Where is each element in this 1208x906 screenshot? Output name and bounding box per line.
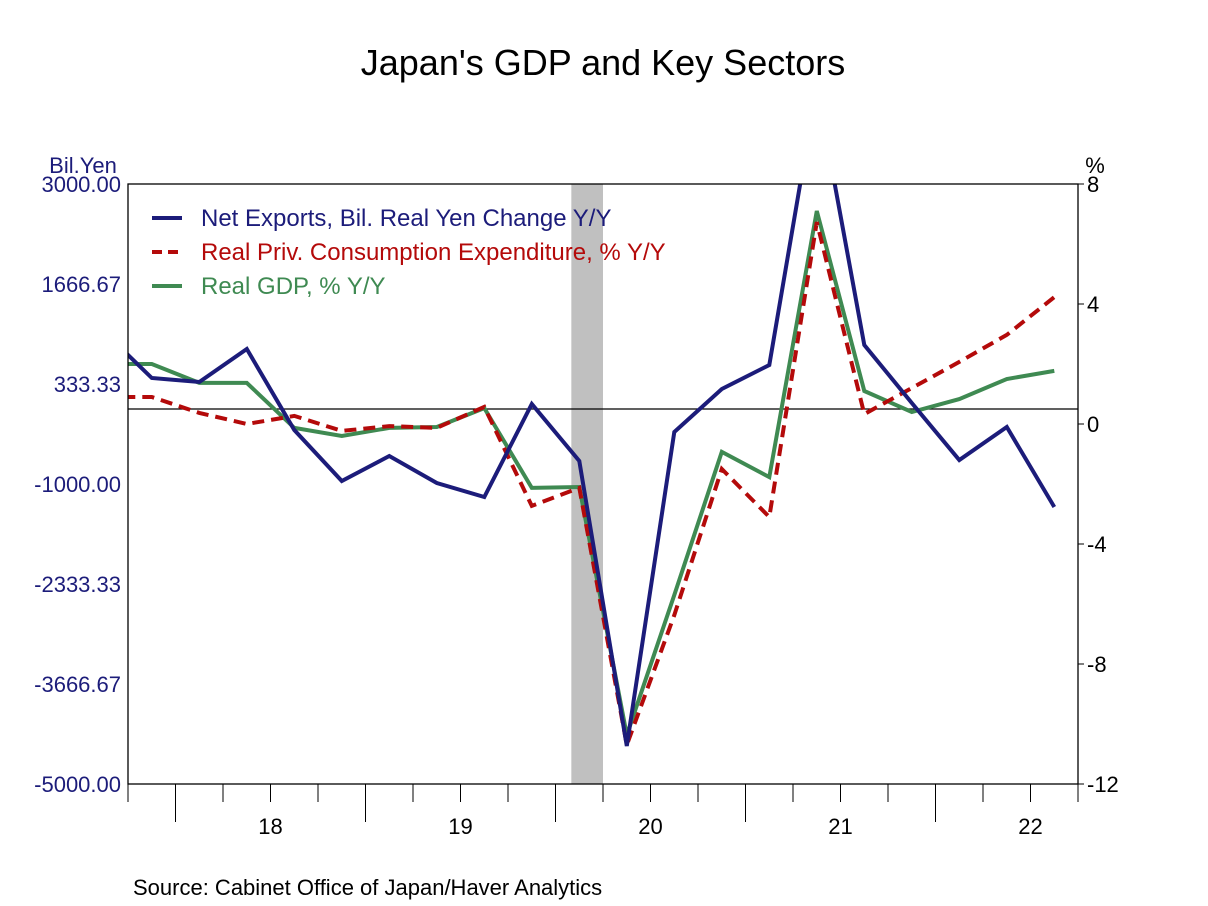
left-tick-label: -2333.33	[34, 572, 121, 597]
x-tick-label: 21	[828, 814, 852, 839]
left-tick-label: -5000.00	[34, 772, 121, 797]
x-tick-label: 19	[448, 814, 472, 839]
x-tick-label: 20	[638, 814, 662, 839]
right-tick-label: -12	[1087, 772, 1119, 797]
series-line-0	[128, 184, 1057, 747]
x-tick-label: 18	[258, 814, 282, 839]
legend: Net Exports, Bil. Real Yen Change Y/Y Rea…	[152, 205, 666, 300]
left-tick-label: -1000.00	[34, 472, 121, 497]
right-tick-label: 4	[1087, 292, 1099, 317]
chart-title: Japan's GDP and Key Sectors	[361, 42, 845, 83]
legend-label-0: Net Exports, Bil. Real Yen Change Y/Y	[201, 205, 611, 232]
legend-label-1: Real Priv. Consumption Expenditure, % Y/…	[201, 239, 666, 266]
left-tick-label: 3000.00	[41, 172, 121, 197]
right-axis-label: %	[1085, 153, 1105, 178]
series-line-1	[128, 221, 1056, 753]
left-axis-label: Bil.Yen	[49, 153, 117, 178]
right-tick-label: -8	[1087, 652, 1107, 677]
recession-shade	[571, 184, 603, 784]
left-tick-label: 333.33	[54, 372, 121, 397]
right-tick-label: -4	[1087, 532, 1107, 557]
source-note: Source: Cabinet Office of Japan/Haver An…	[133, 875, 602, 900]
right-tick-label: 0	[1087, 412, 1099, 437]
left-tick-label: -3666.67	[34, 672, 121, 697]
right-tick-label: 8	[1087, 172, 1099, 197]
legend-label-2: Real GDP, % Y/Y	[201, 273, 386, 300]
left-tick-label: 1666.67	[41, 272, 121, 297]
x-tick-label: 22	[1018, 814, 1042, 839]
